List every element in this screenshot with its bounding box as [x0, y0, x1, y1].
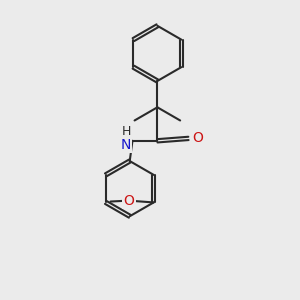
Text: O: O [123, 194, 134, 208]
Text: O: O [192, 131, 203, 146]
Text: N: N [120, 138, 130, 152]
Text: H: H [121, 125, 130, 138]
